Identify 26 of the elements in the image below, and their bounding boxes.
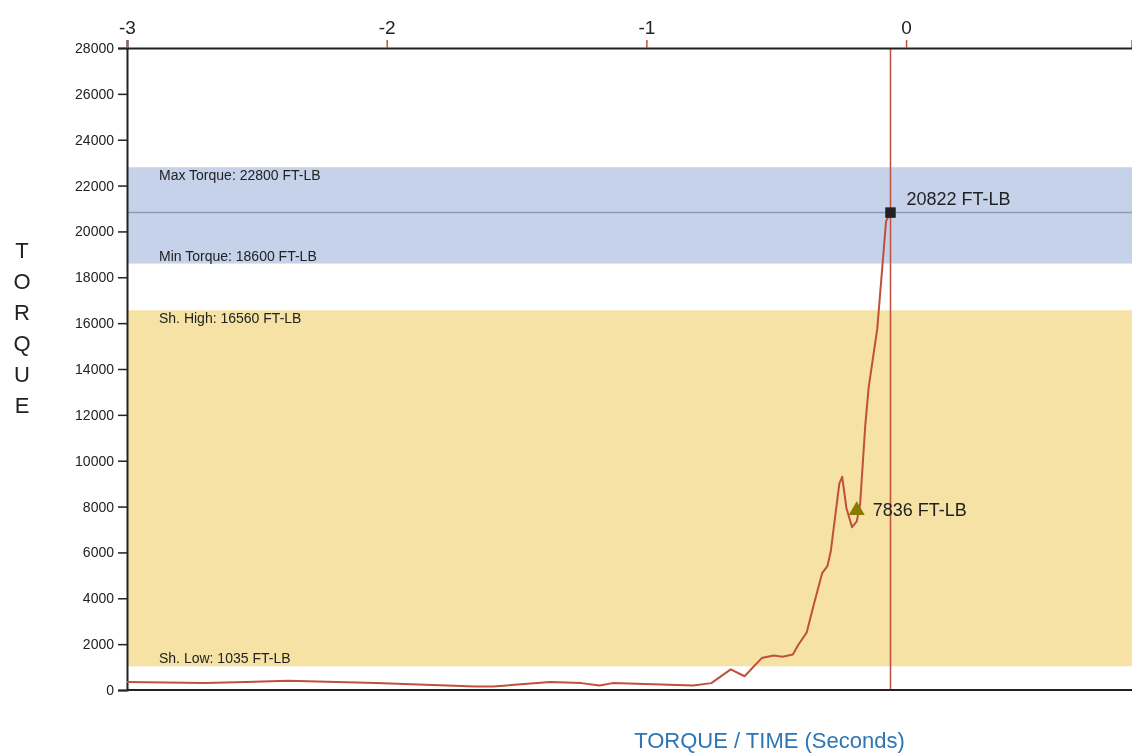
y-tick-label: 2000: [82, 636, 115, 653]
x-axis-title: TORQUE / TIME (Seconds): [634, 728, 905, 753]
y-tick-label: 4000: [82, 590, 115, 607]
data-label: 20822 FT-LB: [906, 188, 1011, 209]
y-tick-label: 14000: [75, 360, 115, 377]
y-tick-label: 8000: [82, 498, 115, 515]
y-tick-label: 12000: [75, 406, 115, 423]
annotation: Sh. Low: 1035 FT-LB: [159, 650, 291, 667]
y-tick-label: 18000: [75, 269, 115, 286]
y-tick-label: 22000: [75, 177, 115, 194]
x-tick-label: -1: [638, 17, 656, 38]
x-tick-label: -3: [119, 17, 136, 38]
y-tick-label: 24000: [75, 131, 115, 148]
y-axis-title: TORQUE: [13, 238, 31, 418]
y-tick-label: 0: [106, 681, 115, 698]
annotation: Min Torque: 18600 FT-LB: [159, 247, 317, 264]
x-tick-label: 0: [901, 17, 912, 38]
x-tick-label: -2: [378, 17, 396, 38]
y-tick-label: 28000: [75, 39, 115, 56]
y-tick-label: 20000: [75, 223, 115, 240]
y-tick-label: 6000: [82, 544, 115, 561]
annotation: Sh. High: 16560 FT-LB: [159, 310, 302, 327]
y-tick-label: 16000: [75, 315, 115, 332]
annotation: Max Torque: 22800 FT-LB: [159, 167, 321, 184]
y-tick-label: 10000: [75, 452, 115, 469]
y-tick-label: 26000: [75, 85, 115, 102]
